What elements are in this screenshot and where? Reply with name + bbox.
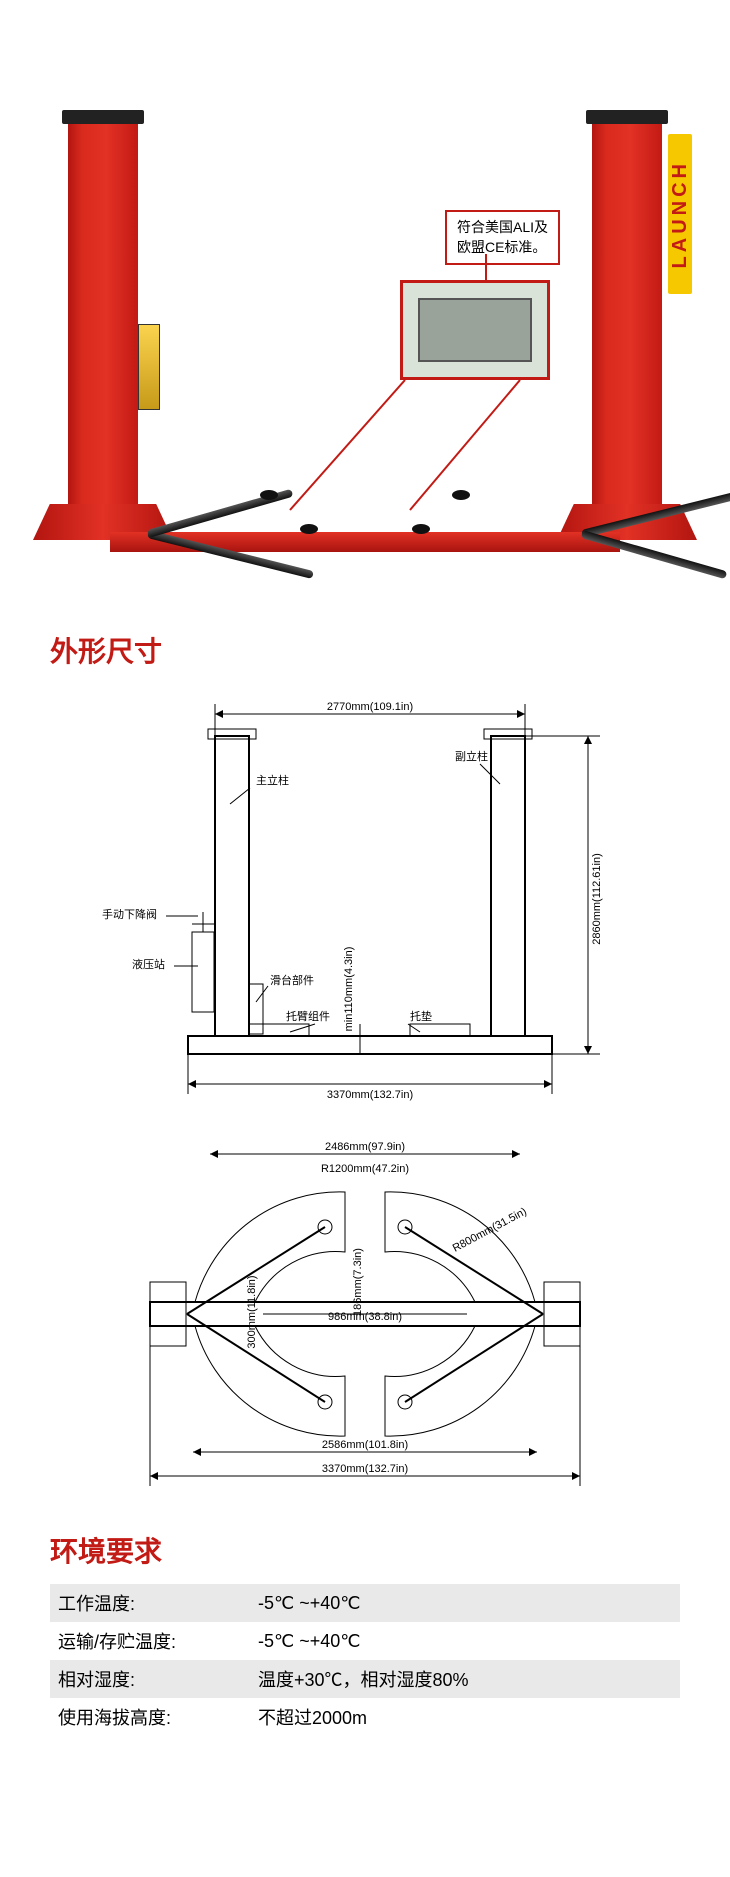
env-label: 工作温度:	[50, 1584, 250, 1622]
dim-top-width: 2770mm(109.1in)	[327, 701, 413, 713]
label-arm-assembly: 托臂组件	[286, 1009, 330, 1023]
table-row: 运输/存贮温度: -5℃ ~+40℃	[50, 1622, 680, 1660]
label-main-column: 主立柱	[256, 773, 289, 787]
table-row: 工作温度: -5℃ ~+40℃	[50, 1584, 680, 1622]
label-sub-column: 副立柱	[455, 749, 488, 763]
table-row: 相对湿度: 温度+30℃，相对湿度80%	[50, 1660, 680, 1698]
env-label: 使用海拔高度:	[50, 1698, 250, 1736]
env-value: -5℃ ~+40℃	[250, 1622, 680, 1660]
dim-reach: 300mm(11.8in)	[246, 1275, 258, 1348]
top-plan-drawing: 2486mm(97.9in) R1200mm(47.2in) 986mm(	[95, 1132, 635, 1502]
label-pad: 托垫	[410, 1009, 432, 1023]
dim-arm-span: 2486mm(97.9in)	[325, 1141, 405, 1153]
env-value: -5℃ ~+40℃	[250, 1584, 680, 1622]
dim-gap: 186mm(7.3in)	[352, 1248, 364, 1316]
front-elevation-drawing: 2770mm(109.1in) 2860mm(112.61in) 3370mm(…	[80, 684, 650, 1104]
right-column: LAUNCH	[592, 110, 662, 540]
environment-table: 工作温度: -5℃ ~+40℃ 运输/存贮温度: -5℃ ~+40℃ 相对湿度:…	[50, 1584, 680, 1736]
brand-text: LAUNCH	[669, 160, 692, 268]
label-carriage: 滑台部件	[270, 973, 314, 987]
product-photo: LAUNCH 符合美国ALI及 欧盟CE标准。	[50, 40, 680, 600]
dim-inner-width: 986mm(38.8in)	[328, 1311, 402, 1323]
brand-strip: LAUNCH	[668, 134, 692, 294]
env-value: 不超过2000m	[250, 1698, 680, 1736]
warning-label-panel	[138, 324, 160, 410]
dim-r-outer: R1200mm(47.2in)	[321, 1163, 409, 1175]
dim-inner-span: 2586mm(101.8in)	[322, 1439, 408, 1451]
dim-base-width: 3370mm(132.7in)	[327, 1089, 413, 1101]
dimensions-heading: 外形尺寸	[50, 630, 680, 670]
table-row: 使用海拔高度: 不超过2000m	[50, 1698, 680, 1736]
label-lowering-valve: 手动下降阀	[102, 907, 157, 921]
detail-inset-photo	[400, 280, 550, 380]
label-hydraulic: 液压站	[132, 957, 165, 971]
left-column	[68, 110, 138, 540]
compliance-text: 符合美国ALI及 欧盟CE标准。	[457, 219, 548, 255]
dim-height: 2860mm(112.61in)	[591, 853, 603, 945]
dim-min-height: min110mm(4.3in)	[343, 947, 355, 1032]
dim-r-inner: R800mm(31.5in)	[451, 1206, 529, 1255]
env-label: 运输/存贮温度:	[50, 1622, 250, 1660]
env-value: 温度+30℃，相对湿度80%	[250, 1660, 680, 1698]
compliance-callout: 符合美国ALI及 欧盟CE标准。	[445, 210, 560, 265]
dim-outer-total: 3370mm(132.7in)	[322, 1463, 408, 1475]
environment-heading: 环境要求	[50, 1530, 680, 1570]
env-label: 相对湿度:	[50, 1660, 250, 1698]
